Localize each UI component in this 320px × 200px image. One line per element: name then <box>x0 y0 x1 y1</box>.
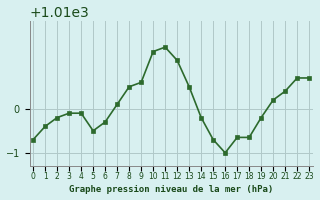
X-axis label: Graphe pression niveau de la mer (hPa): Graphe pression niveau de la mer (hPa) <box>69 185 273 194</box>
